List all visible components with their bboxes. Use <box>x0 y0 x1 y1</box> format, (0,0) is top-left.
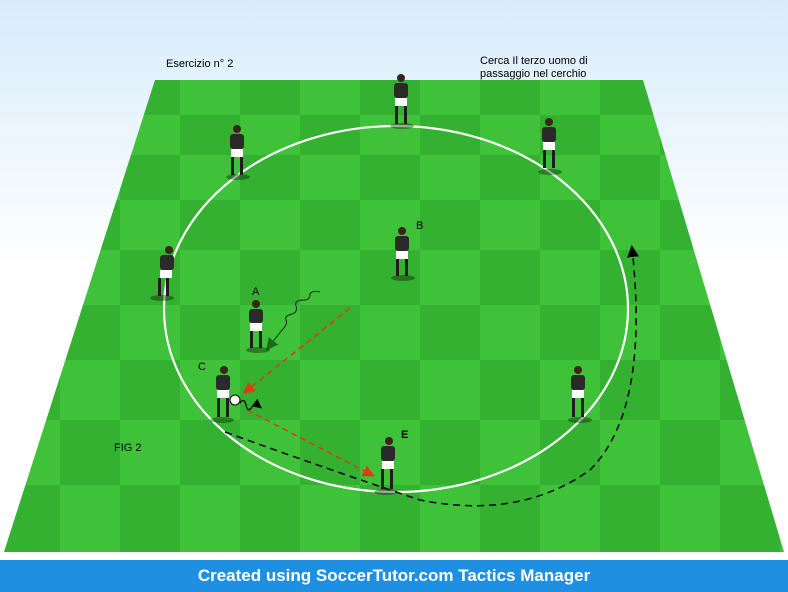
movement-arrow <box>266 329 283 351</box>
pass-arrow-2 <box>246 409 375 477</box>
player-label-c: C <box>198 361 206 373</box>
run-arrow <box>224 245 639 507</box>
subtitle-line-2: passaggio nel cerchio <box>480 68 587 80</box>
exercise-title: Esercizio n° 2 <box>166 58 234 70</box>
player-top <box>390 74 414 129</box>
player-left <box>150 246 174 301</box>
ball-dribble <box>239 398 262 411</box>
player-a <box>246 300 270 353</box>
subtitle-line-1: Cerca Il terzo uomo di <box>480 55 588 67</box>
footer-credit: Created using SoccerTutor.com Tactics Ma… <box>0 560 788 592</box>
player-top-right <box>538 118 562 175</box>
figure-label: FIG 2 <box>114 442 142 454</box>
player-e <box>374 437 398 495</box>
player-label-e: E <box>401 429 409 441</box>
ball <box>229 394 241 406</box>
player-label-a: A <box>252 286 260 298</box>
dribble-squiggle <box>281 290 321 331</box>
player-c <box>210 366 241 423</box>
player-top-left <box>226 125 250 180</box>
pass-arrow-1 <box>242 307 351 394</box>
player-label-b: B <box>416 220 424 232</box>
player-b <box>391 227 415 281</box>
player-right <box>568 366 592 423</box>
